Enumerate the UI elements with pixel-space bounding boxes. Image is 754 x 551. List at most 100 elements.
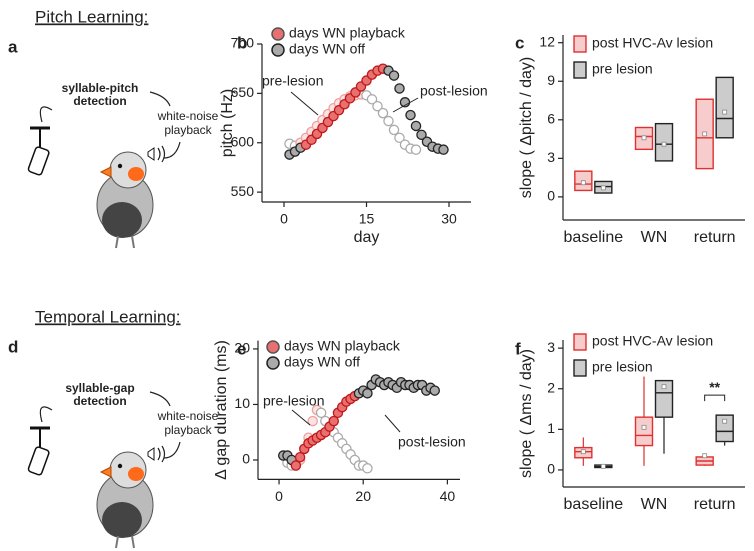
detection-label: syllable-pitch (62, 81, 139, 95)
data-point (388, 124, 400, 136)
mean (580, 449, 586, 455)
data-point (394, 83, 405, 94)
y-tick-label: 700 (231, 35, 255, 51)
bird-beak (99, 166, 112, 178)
data-point (372, 100, 383, 112)
speaker (147, 147, 155, 161)
arrow (163, 141, 181, 159)
bird-leg (131, 535, 135, 549)
y-tick-label: 20 (234, 340, 250, 356)
data-point (328, 415, 339, 427)
legend-marker (573, 359, 587, 377)
section-title: Pitch Learning: (35, 7, 148, 26)
y-axis-label: slope ( Δpitch / day) (518, 57, 535, 198)
detection-label: detection (73, 394, 126, 408)
y-tick-label: 600 (231, 133, 255, 149)
legend-marker (266, 356, 280, 370)
y-tick-label: 1 (547, 420, 555, 436)
detection-label: detection (73, 94, 126, 108)
x-tick-label: baseline (564, 496, 624, 513)
x-tick-label: 0 (275, 488, 283, 504)
y-tick-label: 0 (547, 188, 555, 204)
legend-marker (266, 340, 280, 354)
mean (702, 131, 708, 137)
bird-leg (131, 235, 135, 249)
y-axis-label: Δ gap duration (ms) (213, 340, 230, 480)
annotation-line (392, 97, 419, 113)
x-tick-label: 15 (359, 211, 375, 227)
mean (641, 135, 647, 141)
x-tick-label: 40 (440, 488, 456, 504)
y-axis-label: pitch (Hz) (219, 89, 236, 157)
annotation: post-lesion (420, 83, 488, 99)
bird-breast (102, 502, 142, 538)
bird-leg (115, 535, 119, 549)
mean (600, 463, 606, 469)
legend-marker (573, 333, 587, 351)
panel-letter: b (237, 33, 247, 52)
data-point (290, 460, 302, 471)
bird-cheek (128, 167, 144, 181)
legend-label: post HVC-Av lesion (592, 35, 713, 51)
significance-bracket (704, 394, 726, 402)
legend-marker (573, 35, 587, 53)
panel-letter: a (8, 37, 18, 56)
data-point (394, 132, 405, 144)
playback-label: white-noise (157, 409, 219, 423)
x-axis-label: day (354, 229, 380, 246)
bird-beak (99, 466, 112, 478)
speaker (147, 447, 155, 461)
mean (722, 418, 728, 424)
annotation-line (290, 91, 319, 116)
y-tick-label: 3 (547, 149, 555, 165)
x-tick-label: WN (641, 229, 668, 246)
y-tick-label: 650 (231, 84, 255, 100)
x-tick-label: 0 (280, 211, 288, 227)
panel-letter: e (237, 339, 246, 358)
box (654, 379, 674, 418)
legend-marker (271, 27, 285, 41)
legend-label: days WN off (284, 354, 360, 370)
x-tick-label: return (694, 496, 736, 513)
data-point (362, 463, 373, 474)
y-tick-label: 550 (231, 183, 255, 199)
panel-letter: c (515, 33, 524, 52)
y-tick-label: 0 (242, 451, 250, 467)
x-tick-label: baseline (564, 229, 624, 246)
y-tick-label: 0 (547, 461, 555, 477)
data-point (383, 115, 394, 127)
x-tick-label: return (694, 229, 736, 246)
annotation: pre-lesion (262, 73, 323, 89)
data-point (307, 415, 318, 427)
panel-letter: d (8, 337, 18, 356)
legend-label: pre lesion (592, 61, 653, 77)
data-point (429, 385, 440, 396)
playback-label: playback (164, 123, 212, 137)
legend-label: days WN playback (284, 338, 401, 354)
data-point (294, 451, 306, 463)
arrow (163, 441, 181, 459)
speaker-wave (157, 145, 166, 163)
box (715, 414, 734, 443)
data-point (315, 407, 327, 419)
annotation: ** (709, 379, 720, 395)
bird-eye (117, 163, 123, 169)
mean (641, 424, 647, 430)
data-point (366, 94, 378, 105)
mean (661, 384, 667, 390)
y-tick-label: 6 (547, 110, 555, 126)
legend-marker (271, 43, 285, 57)
annotation: pre-lesion (263, 393, 324, 409)
annotation: post-lesion (398, 434, 466, 450)
data-point (416, 129, 427, 141)
arrow (149, 91, 171, 107)
legend-label: post HVC-Av lesion (592, 333, 713, 349)
legend-label: days WN playback (289, 25, 406, 41)
mean (661, 141, 667, 147)
data-point (410, 120, 422, 132)
annotation-line (291, 409, 311, 426)
legend-marker (573, 61, 587, 79)
